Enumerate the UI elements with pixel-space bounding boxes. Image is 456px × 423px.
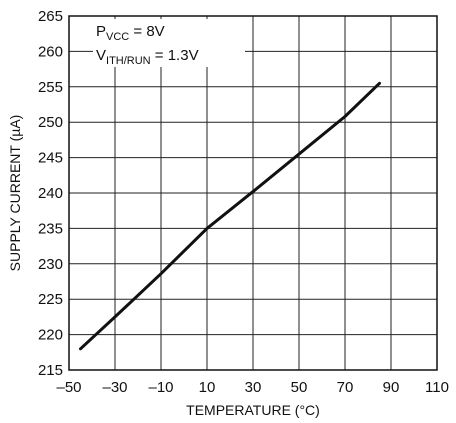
x-tick-labels: –50 –30 –10 10 30 50 70 90 110 [56,379,448,396]
y-tick-label: 230 [38,256,63,273]
x-axis-label: TEMPERATURE (°C) [186,402,320,418]
x-tick-label: 110 [425,379,449,396]
annotation-pvcc: PVCC = 8V [96,23,165,43]
y-tick-label: 265 [38,8,63,25]
y-tick-label: 220 [38,327,63,344]
x-tick-label: –50 [56,379,81,396]
y-tick-label: 255 [38,79,63,96]
y-axis-label: SUPPLY CURRENT (µA) [7,115,23,272]
x-tick-label: 70 [337,379,354,396]
y-tick-label: 250 [38,114,63,131]
series-line [79,81,381,351]
series-layer [79,81,381,351]
x-tick-label: 30 [245,379,262,396]
y-tick-label: 215 [38,362,63,379]
x-tick-label: 10 [199,379,216,396]
y-tick-label: 260 [38,43,63,60]
y-tick-label: 225 [38,291,63,308]
y-tick-labels: 215 220 225 230 235 240 245 250 255 260 265 [38,8,63,379]
x-tick-label: 90 [383,379,400,396]
annotation-background [93,19,245,67]
y-tick-label: 235 [38,220,63,237]
grid-lines [68,15,438,371]
plot-frame [68,15,438,371]
x-tick-label: 50 [291,379,308,396]
x-tick-label: –10 [148,379,173,396]
annotation-vith-run: VITH/RUN = 1.3V [96,47,199,67]
y-tick-label: 245 [38,150,63,167]
x-tick-label: –30 [102,379,127,396]
y-tick-label: 240 [38,185,63,202]
